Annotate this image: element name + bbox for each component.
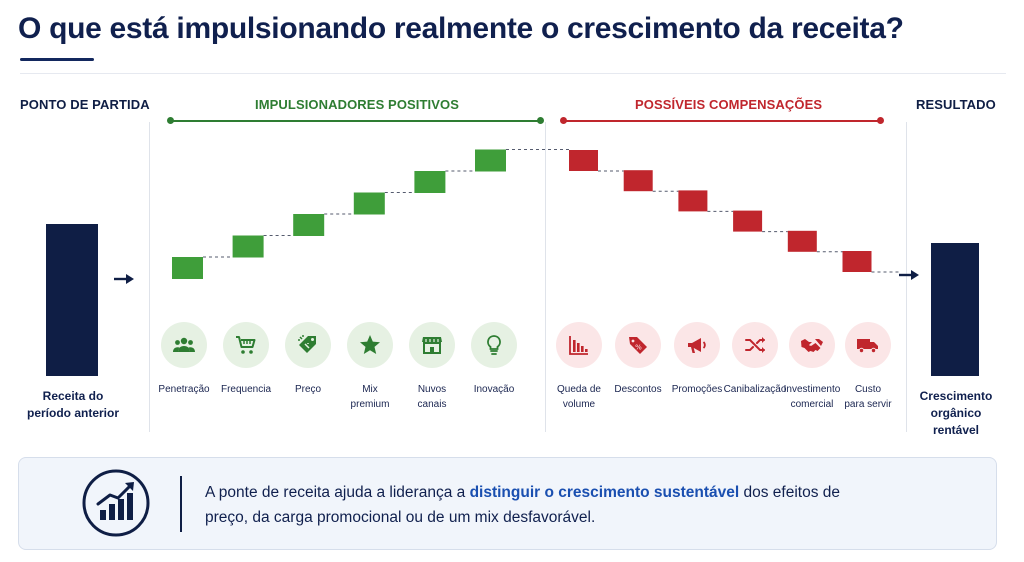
end-arrow-icon	[899, 270, 919, 280]
banner-text: A ponte de receita ajuda a liderança a d…	[205, 480, 845, 530]
cart-icon	[223, 322, 269, 368]
lightbulb-icon	[471, 322, 517, 368]
positive-line-start-dot	[167, 117, 174, 124]
title-divider	[20, 73, 1006, 74]
declining-bars-icon	[556, 322, 602, 368]
shuffle-icon	[732, 322, 778, 368]
waterfall-step-descontos	[623, 170, 653, 192]
banner-text-highlight: distinguir o crescimento sustentável	[469, 484, 740, 501]
step-label-nuvos-canais: Nuvos canais	[417, 384, 447, 410]
page-title: O que está impulsionando realmente o cre…	[18, 12, 904, 45]
negative-line-end-dot	[877, 117, 884, 124]
waterfall-step-promocoes	[678, 190, 708, 212]
step-label-inovacao: Inovação	[473, 384, 515, 395]
waterfall-step-canibalizacao	[733, 210, 763, 232]
start-bar-label: Receita do período anterior	[26, 389, 119, 420]
megaphone-icon	[674, 322, 720, 368]
banner-text-before: A ponte de receita ajuda a liderança a	[205, 484, 470, 501]
step-label-promocoes: Promoções	[671, 384, 723, 395]
section-result-label: RESULTADO	[916, 97, 996, 112]
growth-chart-icon	[81, 468, 151, 538]
step-label-custo-para-servir: Custo para servir	[844, 384, 892, 410]
waterfall-step-nuvos-canais	[414, 171, 446, 193]
step-label-mix-premium: Mix premium	[350, 384, 390, 410]
step-label-descontos: Descontos	[614, 384, 662, 395]
handshake-icon	[789, 322, 835, 368]
star-icon	[347, 322, 393, 368]
section-positive-label: IMPULSIONADORES POSITIVOS	[255, 97, 460, 112]
waterfall-step-frequencia	[232, 235, 264, 258]
step-label-queda-de-volume: Queda de volume	[557, 384, 601, 410]
waterfall-step-preco	[293, 214, 325, 236]
start-arrow-icon	[114, 274, 134, 284]
banner-divider	[180, 476, 182, 532]
discount-tag-icon: %	[615, 322, 661, 368]
people-icon	[161, 322, 207, 368]
step-label-penetracao: Penetração	[158, 384, 210, 395]
title-underline	[20, 58, 94, 61]
positive-line-end-dot	[537, 117, 544, 124]
center-divider	[545, 122, 546, 432]
waterfall-step-custo-para-servir	[842, 251, 872, 272]
price-tag-icon	[285, 322, 331, 368]
end-bar	[931, 243, 979, 376]
store-icon	[409, 322, 455, 368]
truck-icon	[845, 322, 891, 368]
section-start-label: PONTO DE PARTIDA	[20, 97, 150, 112]
step-label-frequencia: Frequencia	[220, 384, 272, 395]
step-label-investimento-comercial: Investimento comercial	[783, 384, 841, 410]
waterfall-step-inovacao	[475, 149, 506, 172]
start-divider	[149, 122, 150, 432]
waterfall-step-investimento-comercial	[787, 230, 817, 252]
waterfall-step-mix-premium	[353, 192, 385, 215]
banner-text-after: dos efeitos de preço, da carga promocion…	[205, 484, 840, 526]
insight-banner: A ponte de receita ajuda a liderança a d…	[18, 457, 997, 550]
svg-text:%: %	[635, 344, 642, 352]
negative-line-start-dot	[560, 117, 567, 124]
waterfall-chart	[46, 149, 979, 376]
positive-section-line	[170, 120, 540, 122]
step-label-canibalizacao: Canibalização	[723, 384, 787, 395]
end-bar-label: Crescimento orgânico rentável	[919, 389, 993, 437]
start-bar	[46, 224, 98, 376]
result-divider	[906, 122, 907, 432]
waterfall-step-queda-de-volume	[569, 150, 598, 171]
step-label-preco: Preço	[294, 384, 322, 395]
negative-section-line	[563, 120, 881, 122]
section-negative-label: POSSÍVEIS COMPENSAÇÕES	[635, 97, 823, 112]
waterfall-step-penetracao	[172, 257, 203, 279]
